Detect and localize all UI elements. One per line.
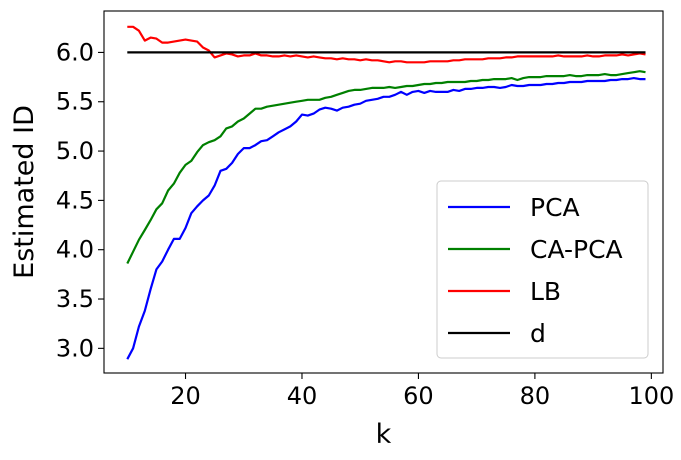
series-line-pca [126, 76, 646, 360]
series-layer [126, 25, 646, 360]
x-tick-label: 80 [520, 382, 551, 410]
x-tick-label: 100 [628, 382, 674, 410]
legend-box [436, 180, 649, 359]
legend-label-pca: PCA [530, 193, 580, 222]
legend-label-d: d [530, 319, 546, 348]
legend: PCA CA-PCA LB d [436, 180, 649, 359]
plot-frame [103, 10, 664, 374]
series-line-lb [127, 25, 646, 64]
legend-label-ca-pca: CA-PCA [530, 235, 623, 264]
x-tick-label: 40 [287, 382, 318, 410]
y-tick-label: 3.0 [56, 334, 94, 362]
y-tick-label: 3.5 [56, 285, 94, 313]
x-tick-label: 20 [170, 382, 201, 410]
y-tick-label: 4.5 [56, 186, 94, 214]
y-axis: 3.0 3.5 4.0 4.5 5.0 5.5 6.0 [56, 38, 104, 362]
x-axis: 20 40 60 80 100 [170, 373, 674, 410]
legend-label-lb: LB [530, 277, 561, 306]
x-tick-label: 60 [403, 382, 434, 410]
y-tick-label: 4.0 [56, 236, 94, 264]
y-axis-label: Estimated ID [9, 105, 40, 279]
y-tick-label: 5.0 [56, 137, 94, 165]
x-axis-label: k [376, 419, 392, 450]
series-line-ca-pca [126, 70, 646, 264]
y-tick-label: 6.0 [56, 38, 94, 66]
y-tick-label: 5.5 [56, 88, 94, 116]
